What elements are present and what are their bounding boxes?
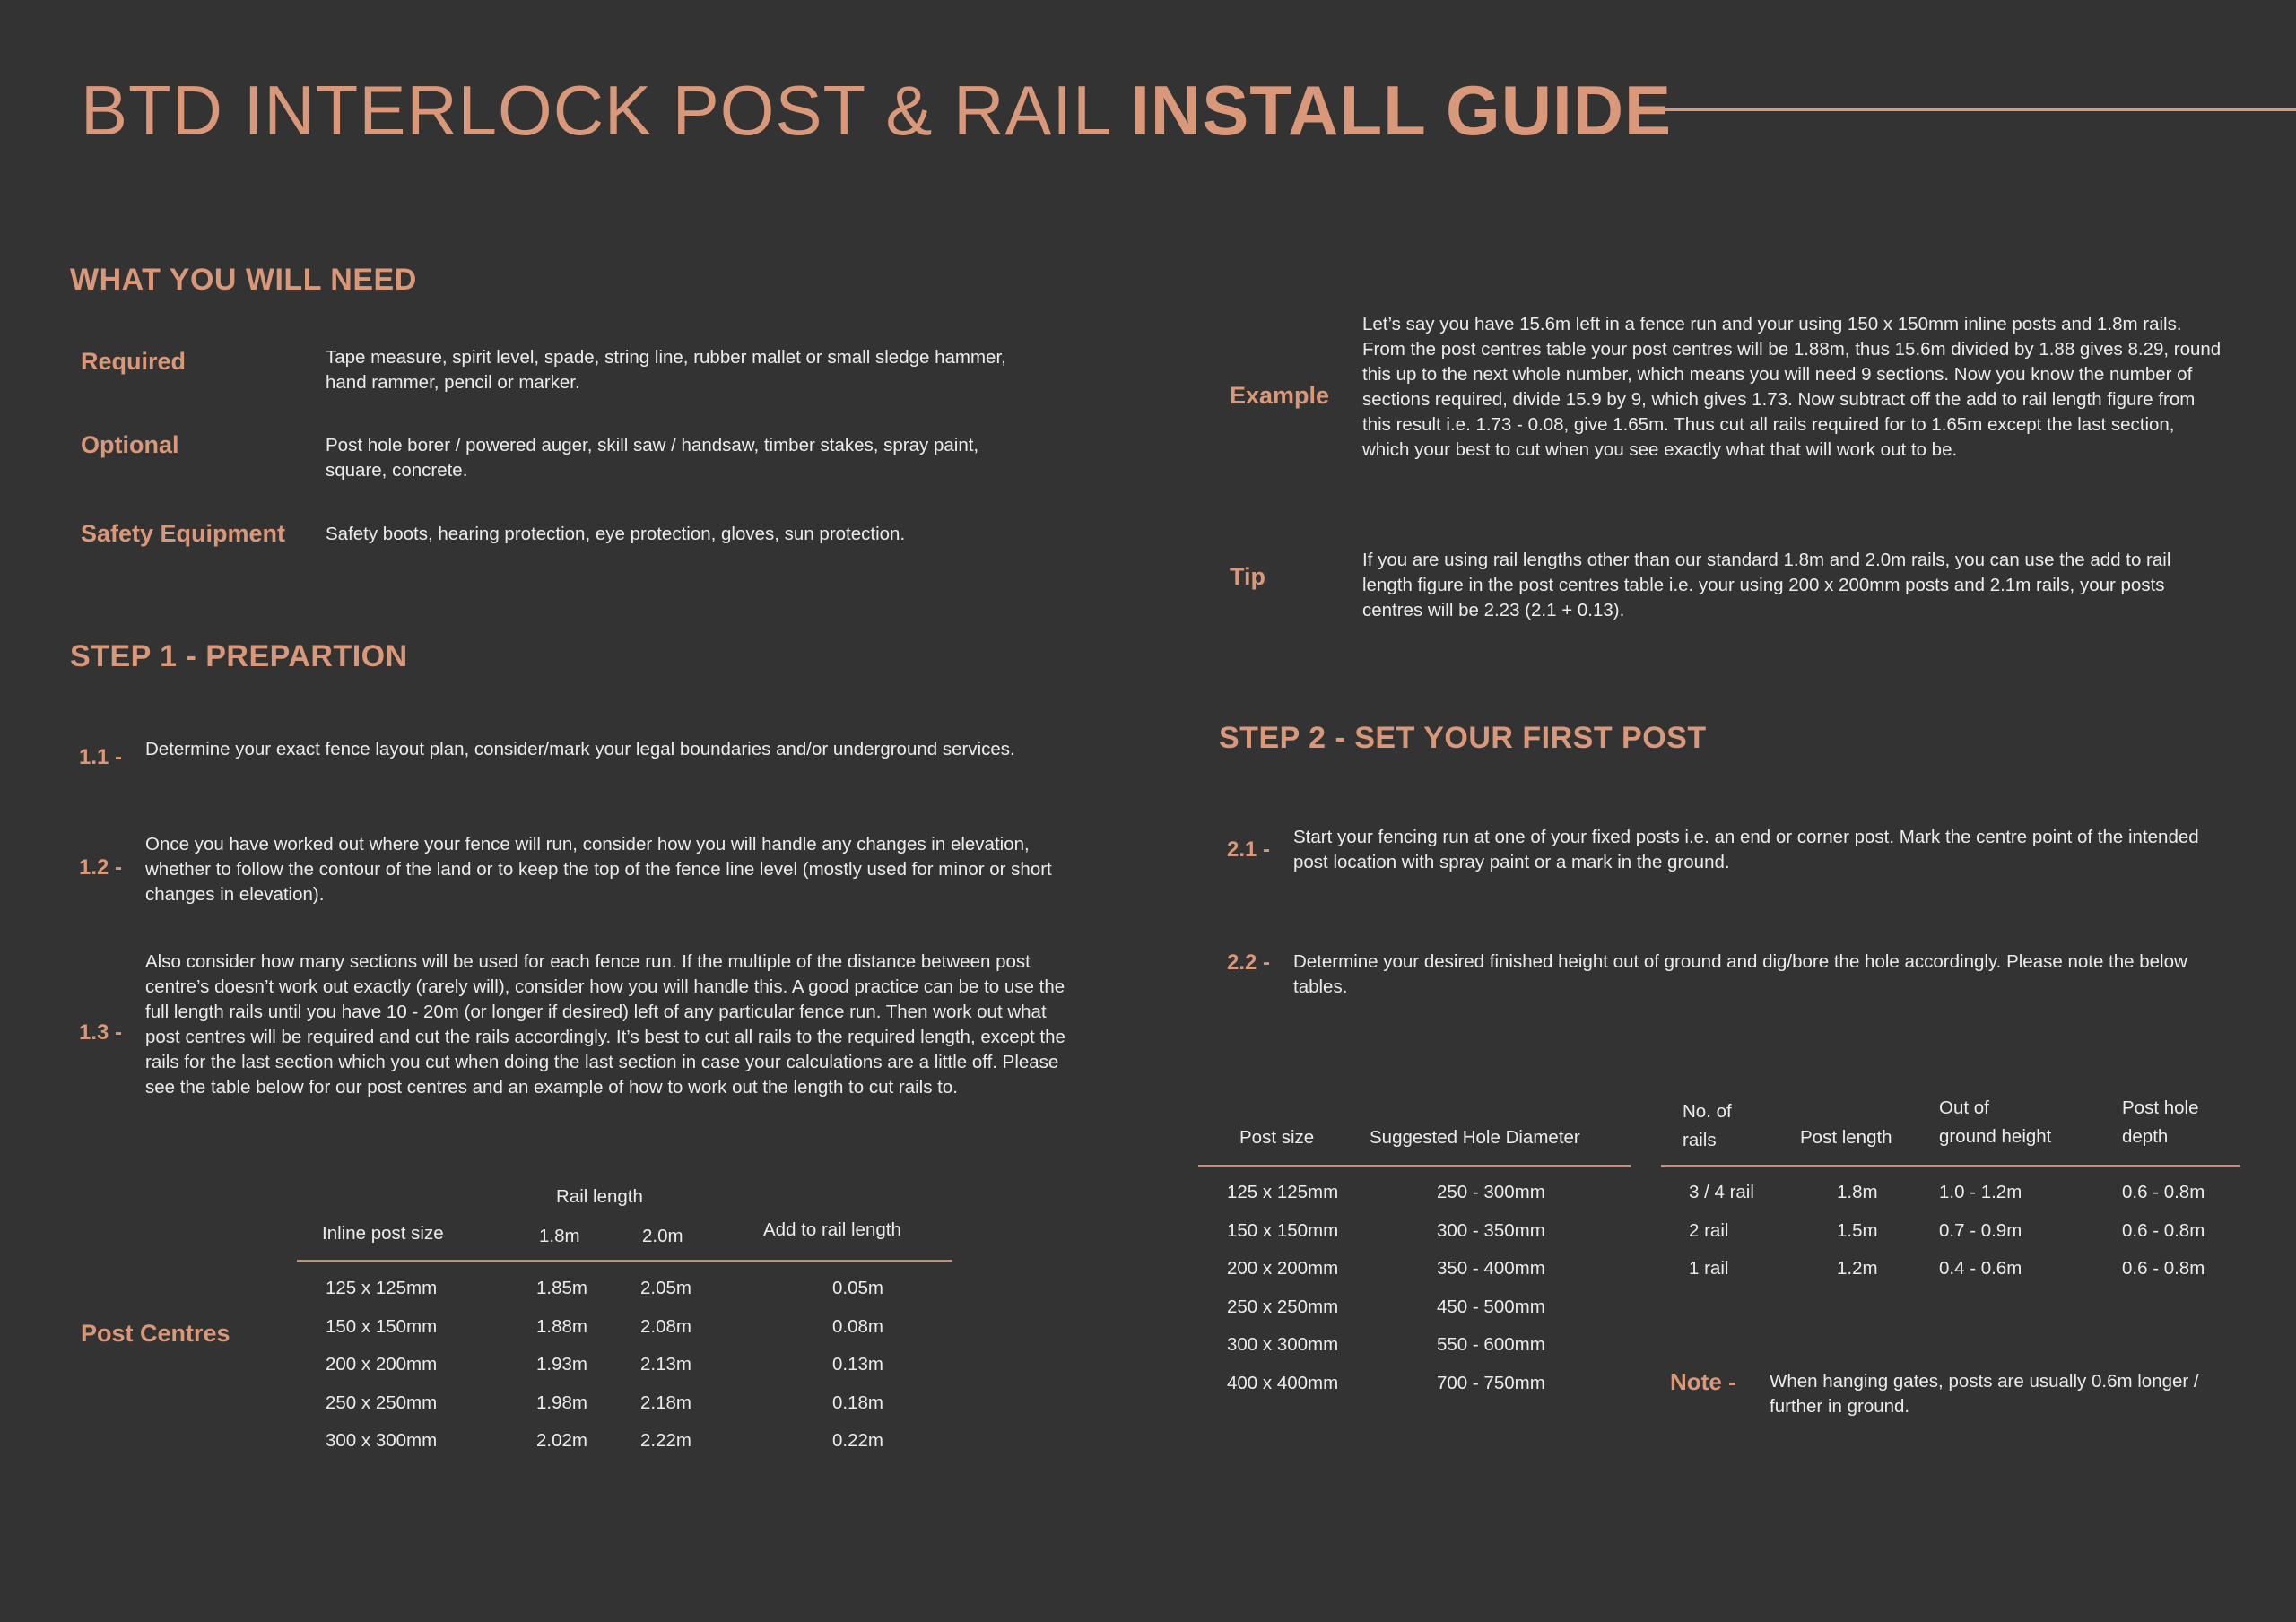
post-centres-cell: 2.02m xyxy=(536,1430,587,1451)
post-centres-cell: 1.85m xyxy=(536,1278,587,1298)
pc-header-1: 1.8m xyxy=(539,1226,580,1246)
post-centres-cell: 2.18m xyxy=(640,1392,691,1413)
rails-table-cell: 3 / 4 rail xyxy=(1689,1182,1754,1202)
title-bold: INSTALL GUIDE xyxy=(1130,71,1673,150)
example-label: Example xyxy=(1230,382,1330,409)
rails-header-2: Out of ground height xyxy=(1939,1094,2051,1151)
step1-text-2: Once you have worked out where your fenc… xyxy=(145,834,1052,905)
step2-num-1: 2.1 - xyxy=(1227,837,1271,862)
pc-header-2: 2.0m xyxy=(642,1226,683,1246)
hole-table-cell: 150 x 150mm xyxy=(1227,1219,1339,1241)
step1-num-3: 1.3 - xyxy=(79,1020,123,1045)
rails-table-cell: 1.8m xyxy=(1837,1182,1878,1202)
hole-table-cell: 250 x 250mm xyxy=(1227,1296,1339,1317)
rails-header-1: Post length xyxy=(1800,1127,1892,1148)
hole-header-1: Suggested Hole Diameter xyxy=(1370,1127,1580,1148)
hole-header-0: Post size xyxy=(1239,1127,1315,1148)
post-centres-cell: 1.98m xyxy=(536,1392,587,1413)
hole-table-cell: 125 x 125mm xyxy=(1227,1182,1339,1202)
post-centres-cell: 2.05m xyxy=(640,1278,691,1298)
post-centres-cell: 0.13m xyxy=(832,1354,883,1375)
page-title: BTD INTERLOCK POST & RAIL INSTALL GUIDE xyxy=(81,70,1672,152)
hole-table-cell: 450 - 500mm xyxy=(1437,1296,1545,1317)
hole-table-cell: 700 - 750mm xyxy=(1437,1372,1545,1393)
step2-text-2: Determine your desired finished height o… xyxy=(1293,951,2187,997)
rails-table-cell: 0.4 - 0.6m xyxy=(1939,1258,2022,1279)
step1-text-3: Also consider how many sections will be … xyxy=(145,951,1065,1097)
rails-table-cell: 1.5m xyxy=(1837,1219,1878,1241)
rails-table-cell: 0.6 - 0.8m xyxy=(2122,1258,2205,1279)
post-centres-cell: 0.08m xyxy=(832,1315,883,1337)
note-label: Note - xyxy=(1670,1368,1736,1395)
step1-heading: STEP 1 - PREPARTION xyxy=(70,639,408,673)
rails-header-0: No. of rails xyxy=(1683,1097,1732,1155)
title-divider xyxy=(1655,108,2296,111)
step1-num-1: 1.1 - xyxy=(79,745,123,769)
hole-table-cell: 350 - 400mm xyxy=(1437,1258,1545,1279)
hole-header-rule xyxy=(1198,1165,1631,1167)
need-text-safety: Safety boots, hearing protection, eye pr… xyxy=(326,524,906,544)
post-centres-cell: 150 x 150mm xyxy=(326,1315,438,1337)
rails-header-3-line1: Post hole xyxy=(2122,1097,2199,1118)
tip-text: If you are using rail lengths other than… xyxy=(1362,550,2171,620)
hole-table-cell: 200 x 200mm xyxy=(1227,1258,1339,1279)
need-label-safety: Safety Equipment xyxy=(81,520,286,547)
post-centres-cell: 1.88m xyxy=(536,1315,587,1337)
note-text: When hanging gates, posts are usually 0.… xyxy=(1770,1371,2199,1417)
post-centres-cell: 250 x 250mm xyxy=(326,1392,438,1413)
post-centres-cell: 200 x 200mm xyxy=(326,1354,438,1375)
rails-table-cell: 1.0 - 1.2m xyxy=(1939,1182,2022,1202)
rails-header-0-line1: No. of xyxy=(1683,1101,1732,1122)
step1-num-2: 1.2 - xyxy=(79,855,123,880)
tip-label: Tip xyxy=(1230,563,1265,590)
step1-text-1: Determine your exact fence layout plan, … xyxy=(145,739,1015,759)
hole-table-cell: 300 - 350mm xyxy=(1437,1219,1545,1241)
rails-table-cell: 0.7 - 0.9m xyxy=(1939,1219,2022,1241)
step2-heading: STEP 2 - SET YOUR FIRST POST xyxy=(1219,721,1707,755)
hole-table-cell: 400 x 400mm xyxy=(1227,1372,1339,1393)
rails-header-3-line2: depth xyxy=(2122,1126,2169,1147)
example-text: Let’s say you have 15.6m left in a fence… xyxy=(1362,314,2222,460)
post-centres-cell: 0.05m xyxy=(832,1278,883,1298)
pc-header-0: Inline post size xyxy=(322,1223,444,1244)
post-centres-cell: 2.22m xyxy=(640,1430,691,1451)
pc-header-rule xyxy=(297,1260,952,1262)
rails-header-0-line2: rails xyxy=(1683,1130,1717,1150)
post-centres-cell: 0.22m xyxy=(832,1430,883,1451)
post-centres-cell: 0.18m xyxy=(832,1392,883,1413)
rails-table-cell: 0.6 - 0.8m xyxy=(2122,1219,2205,1241)
rails-table-cell: 2 rail xyxy=(1689,1219,1729,1241)
rails-header-2-line1: Out of xyxy=(1939,1097,1989,1118)
pc-header-3: Add to rail length xyxy=(763,1219,901,1240)
rails-header-3: Post hole depth xyxy=(2122,1094,2198,1151)
need-label-optional: Optional xyxy=(81,431,179,458)
rails-table-cell: 0.6 - 0.8m xyxy=(2122,1182,2205,1202)
post-centres-cell: 2.13m xyxy=(640,1354,691,1375)
rail-length-header: Rail length xyxy=(556,1186,643,1207)
post-centres-cell: 300 x 300mm xyxy=(326,1430,438,1451)
step2-num-2: 2.2 - xyxy=(1227,950,1271,975)
need-text-optional: Post hole borer / powered auger, skill s… xyxy=(326,435,979,481)
rails-header-2-line2: ground height xyxy=(1939,1126,2052,1147)
post-centres-label: Post Centres xyxy=(81,1320,230,1347)
post-centres-cell: 2.08m xyxy=(640,1315,691,1337)
hole-table-cell: 250 - 300mm xyxy=(1437,1182,1545,1202)
rails-table-cell: 1 rail xyxy=(1689,1258,1729,1279)
step2-text-1: Start your fencing run at one of your fi… xyxy=(1293,827,2199,872)
post-centres-cell: 1.93m xyxy=(536,1354,587,1375)
rails-table-cell: 1.2m xyxy=(1837,1258,1878,1279)
need-text-required: Tape measure, spirit level, spade, strin… xyxy=(326,347,1006,393)
post-centres-cell: 125 x 125mm xyxy=(326,1278,438,1298)
rails-header-rule xyxy=(1661,1165,2240,1167)
title-light: BTD INTERLOCK POST & RAIL xyxy=(81,71,1131,150)
hole-table-cell: 300 x 300mm xyxy=(1227,1334,1339,1355)
need-label-required: Required xyxy=(81,348,187,375)
need-heading: WHAT YOU WILL NEED xyxy=(70,263,417,297)
hole-table-cell: 550 - 600mm xyxy=(1437,1334,1545,1355)
